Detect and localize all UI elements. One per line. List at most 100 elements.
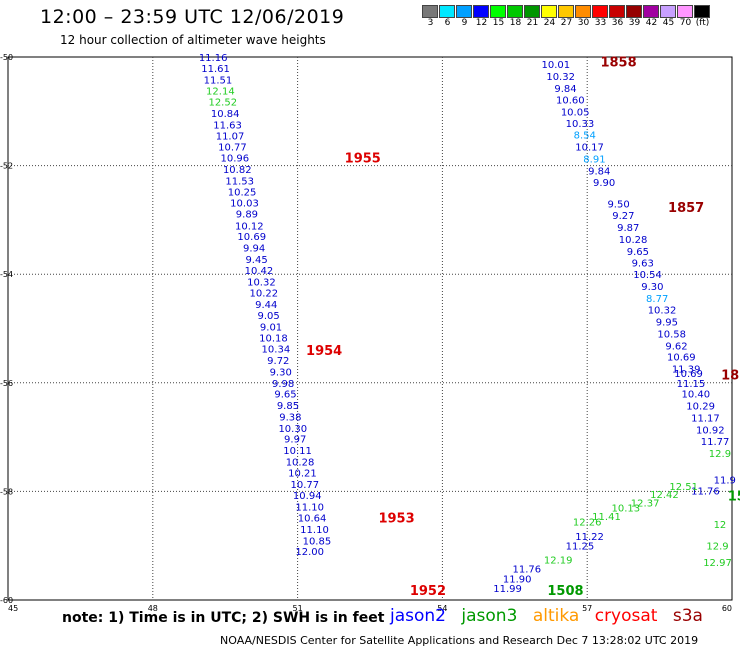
swh-value: 9.63 — [632, 258, 654, 269]
swh-value: 10.21 — [288, 468, 317, 479]
swh-value: 9.90 — [593, 178, 615, 189]
y-tick-label: -52 — [0, 162, 13, 171]
swh-value: 10.18 — [259, 334, 288, 345]
swh-value: 10.30 — [278, 424, 307, 435]
axis-ticks: 45 48 51 54 57 60 -50 -52 -54 -56 -58 -60 — [0, 53, 732, 613]
footnote: note: 1) Time is in UTC; 2) SWH is in fe… — [62, 610, 385, 626]
swh-value: 10.32 — [546, 72, 575, 83]
swh-value: 9.62 — [665, 341, 687, 352]
swh-value: 9.85 — [277, 401, 299, 412]
pass-time-label: 1508 — [547, 584, 583, 599]
map-frame — [7, 56, 733, 601]
color-scale-label: 6 — [444, 18, 451, 28]
color-scale-swatch — [473, 5, 489, 18]
swh-value: 10.17 — [575, 143, 604, 154]
color-scale-label: 33 — [594, 18, 607, 28]
swh-value: 12 — [714, 520, 727, 531]
swh-value: 10.84 — [211, 109, 240, 120]
swh-value: 11.76 — [513, 565, 542, 576]
map-grid — [8, 57, 732, 600]
swh-value: 11.25 — [566, 542, 595, 553]
swh-value: 9.30 — [270, 367, 292, 378]
swh-value: 12.19 — [544, 555, 573, 566]
swh-value: 11.99 — [493, 584, 522, 595]
color-scale-label: 36 — [611, 18, 624, 28]
swh-value: 10.96 — [221, 153, 250, 164]
swh-value: 12.42 — [650, 490, 679, 501]
pass-time-label: 1954 — [306, 344, 342, 359]
credit-line: NOAA/NESDIS Center for Satellite Applica… — [220, 634, 699, 647]
y-tick-label: -58 — [0, 487, 13, 496]
x-tick-label: 54 — [437, 604, 447, 613]
y-tick-label: -56 — [0, 379, 13, 388]
swh-value: 10.03 — [230, 199, 259, 210]
swh-values: 11.1611.6111.5112.1412.5210.8411.6311.07… — [199, 53, 736, 595]
swh-value: 9.44 — [255, 300, 277, 311]
color-scale-label: 39 — [628, 18, 641, 28]
swh-value: 9.65 — [627, 247, 649, 258]
color-scale-swatch — [422, 5, 438, 18]
swh-value: 11.51 — [204, 75, 233, 86]
legend-s3a: s3a — [672, 606, 703, 626]
swh-value: 11.22 — [575, 532, 604, 543]
swh-value: 10.40 — [681, 390, 710, 401]
swh-value: 10.77 — [218, 143, 247, 154]
legend-cryosat: cryosat — [594, 606, 658, 626]
color-scale-label: (ft) — [695, 18, 710, 28]
swh-value: 9.30 — [641, 282, 663, 293]
swh-value: 10.28 — [619, 235, 648, 246]
pass-time-label: 1858 — [600, 55, 636, 70]
color-scale-swatch — [524, 5, 540, 18]
color-scale-label: 3 — [427, 18, 434, 28]
swh-value: 9.89 — [236, 209, 258, 220]
swh-value: 10.32 — [247, 277, 276, 288]
swh-value: 10.92 — [696, 425, 725, 436]
color-scale-swatch — [643, 5, 659, 18]
pass-time-label: 1955 — [345, 151, 381, 166]
swh-value: 9.01 — [260, 322, 282, 333]
swh-value: 11.17 — [691, 414, 720, 425]
swh-value: 10.13 — [611, 504, 640, 515]
swh-value: 9.98 — [272, 379, 294, 390]
color-scale-swatch — [456, 5, 472, 18]
x-tick-label: 48 — [148, 604, 158, 613]
swh-value: 12.52 — [208, 98, 237, 109]
swh-value: 9.94 — [243, 244, 265, 255]
pass-time-label: 1953 — [378, 511, 414, 526]
swh-value: 12.97 — [703, 558, 732, 569]
swh-value: 11.16 — [199, 53, 228, 64]
color-scale-swatch — [507, 5, 523, 18]
pass-time-labels: 1955 1954 1953 1952 1858 1857 1856 1508 15 — [306, 55, 740, 599]
color-scale-swatch — [541, 5, 557, 18]
swh-value: 11.15 — [677, 379, 706, 390]
color-scale-label: 30 — [577, 18, 590, 28]
swh-value: 10.34 — [262, 345, 291, 356]
swh-value: 9.38 — [279, 412, 301, 423]
color-scale-label: 18 — [509, 18, 522, 28]
legend-jason3: jason3 — [461, 606, 518, 626]
color-scale-label: 24 — [543, 18, 556, 28]
color-scale-swatch — [575, 5, 591, 18]
swh-value: 10.32 — [648, 305, 677, 316]
y-tick-label: -54 — [0, 270, 13, 279]
x-tick-label: 45 — [8, 604, 18, 613]
swh-value: 11.61 — [201, 64, 230, 75]
swh-value: 10.22 — [249, 289, 278, 300]
swh-value: 9.97 — [284, 435, 306, 446]
swh-value: 10.69 — [237, 232, 266, 243]
swh-value: 11.41 — [592, 512, 621, 523]
swh-value: 9.05 — [258, 311, 280, 322]
swh-value: 9.65 — [274, 390, 296, 401]
swh-value: 12.14 — [206, 87, 235, 98]
pass-time-label: 1856 — [721, 369, 740, 384]
x-tick-label: 51 — [293, 604, 303, 613]
swh-value: 10.54 — [633, 270, 662, 281]
color-scale: 3 6 9 12 15 18 21 24 27 30 33 36 39 42 45 70 (ft) — [422, 5, 711, 28]
pass-time-label: 1952 — [410, 584, 446, 599]
color-scale-swatch — [677, 5, 693, 18]
color-scale-label: 12 — [475, 18, 488, 28]
x-tick-label: 57 — [582, 604, 592, 613]
swh-value: 9.84 — [588, 166, 610, 177]
color-scale-swatch — [660, 5, 676, 18]
